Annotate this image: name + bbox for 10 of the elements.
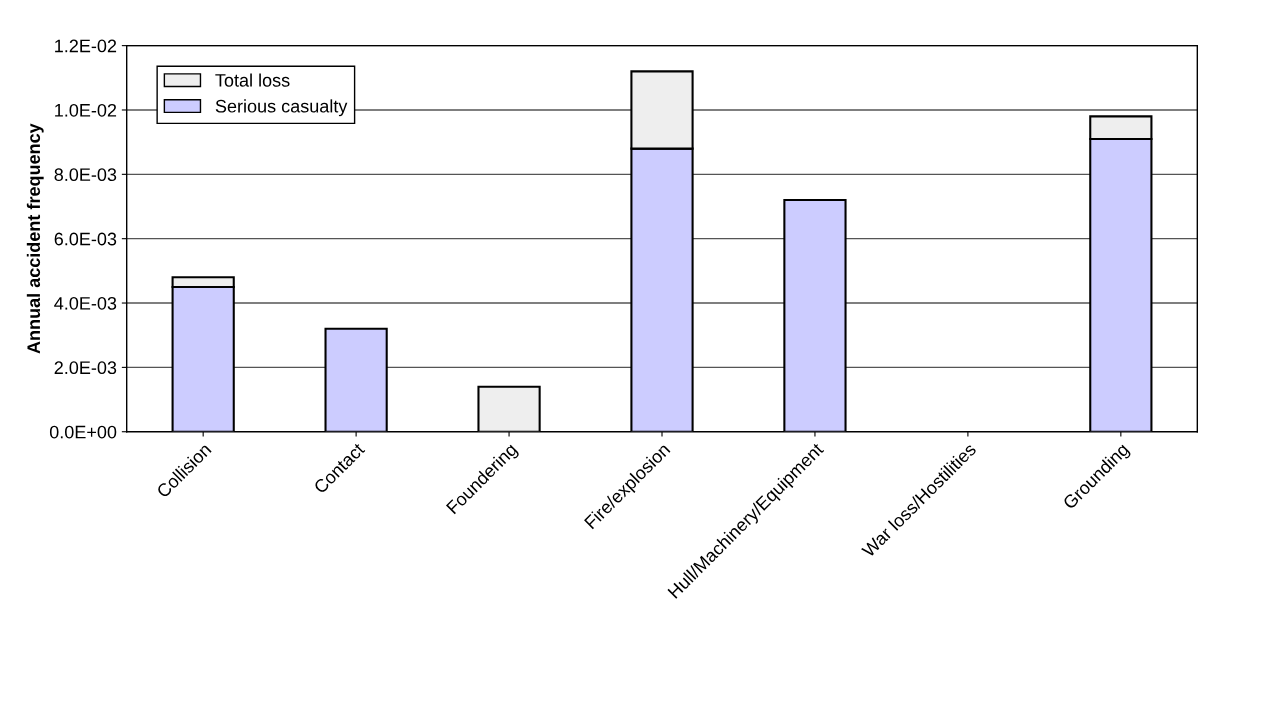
y-tick-label: 4.0E-03 — [54, 296, 117, 310]
y-tick-label: 8.0E-03 — [54, 168, 117, 182]
y-tick-label: 2.0E-03 — [54, 361, 117, 375]
y-tick-label: 0.0E+00 — [49, 425, 117, 439]
y-tick-label: 6.0E-03 — [54, 232, 117, 246]
legend-label: Serious casualty — [215, 99, 348, 117]
y-axis-title: Annual accident frequency — [26, 123, 44, 354]
y-tick-label: 1.0E-02 — [55, 103, 117, 117]
legend-label: Total loss — [215, 73, 290, 87]
y-tick-label: 1.2E-02 — [55, 39, 117, 53]
